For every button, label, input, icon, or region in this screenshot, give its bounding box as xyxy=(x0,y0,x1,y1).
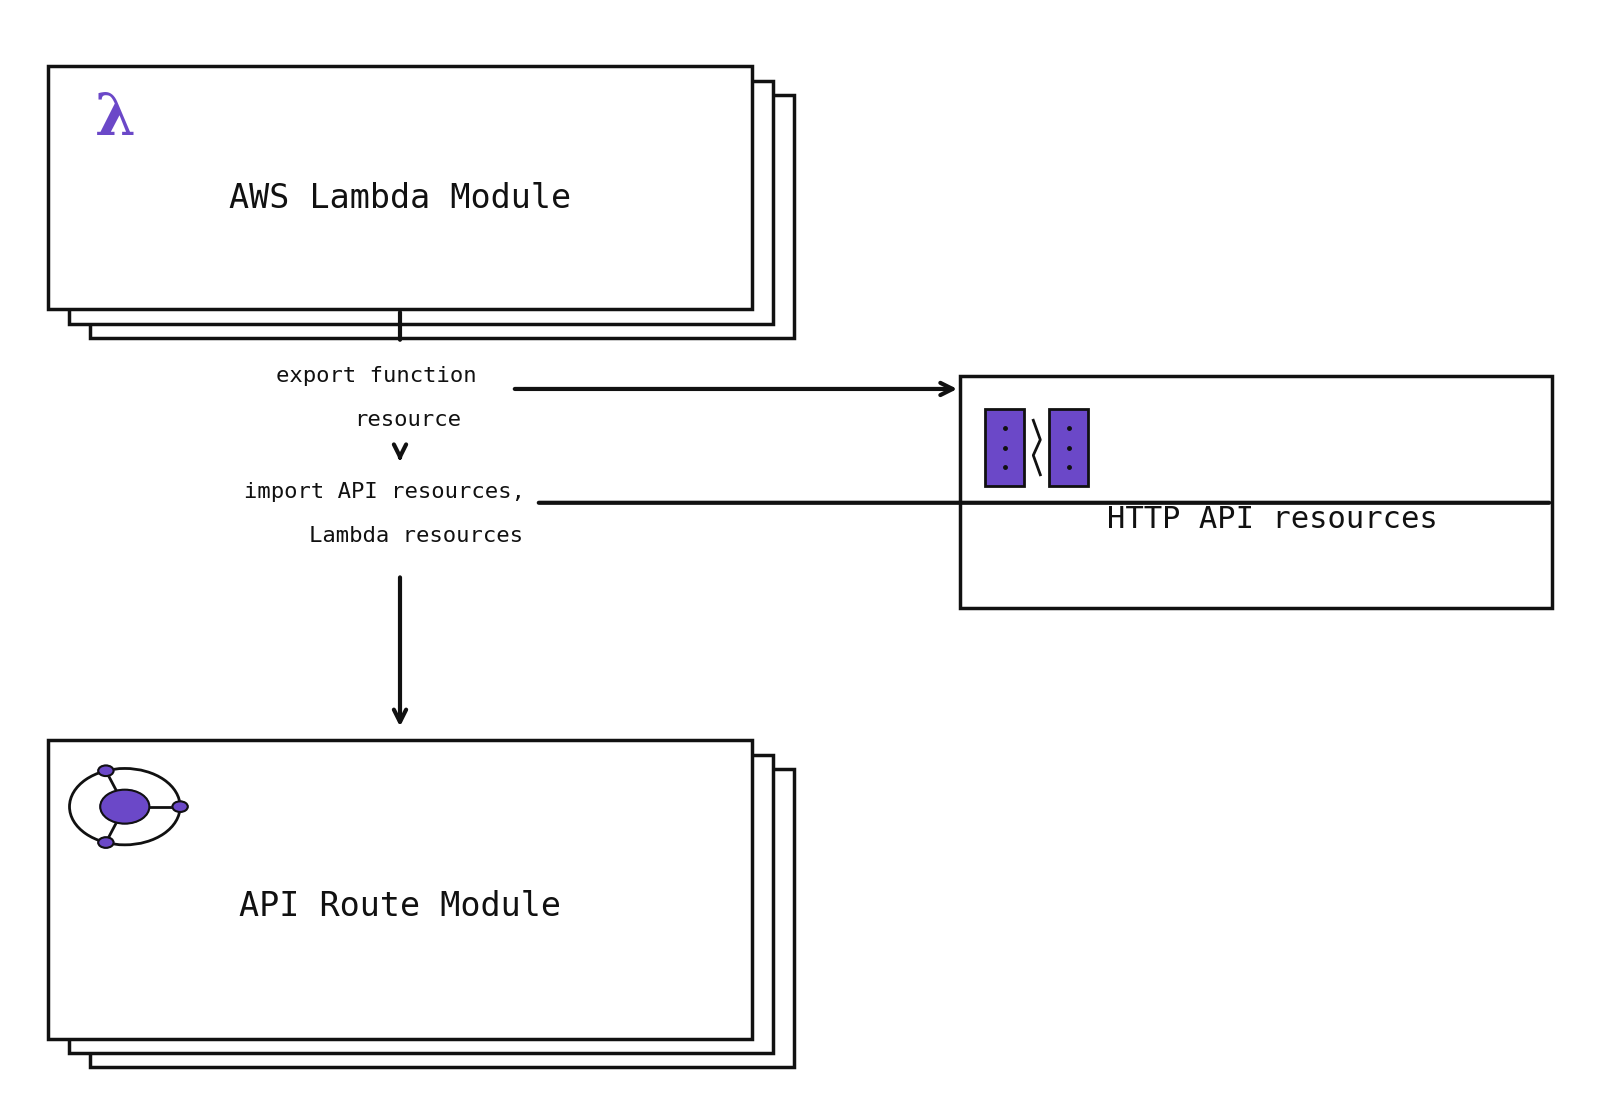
Circle shape xyxy=(173,801,187,812)
Text: Lambda resources: Lambda resources xyxy=(309,526,523,546)
Circle shape xyxy=(101,790,149,823)
Bar xyxy=(48,66,752,309)
Bar xyxy=(69,755,773,1053)
Text: export function: export function xyxy=(275,366,477,386)
Bar xyxy=(48,740,752,1039)
Text: λ: λ xyxy=(94,92,136,147)
Bar xyxy=(90,769,794,1067)
Text: resource: resource xyxy=(355,410,461,430)
Text: AWS Lambda Module: AWS Lambda Module xyxy=(229,182,571,215)
Bar xyxy=(90,95,794,338)
Circle shape xyxy=(98,766,114,776)
FancyBboxPatch shape xyxy=(1050,409,1088,486)
Bar xyxy=(960,376,1552,608)
Circle shape xyxy=(98,838,114,848)
Text: API Route Module: API Route Module xyxy=(238,890,562,923)
Text: import API resources,: import API resources, xyxy=(243,482,525,502)
Bar xyxy=(69,81,773,324)
FancyBboxPatch shape xyxy=(986,409,1024,486)
Text: HTTP API resources: HTTP API resources xyxy=(1107,505,1437,534)
